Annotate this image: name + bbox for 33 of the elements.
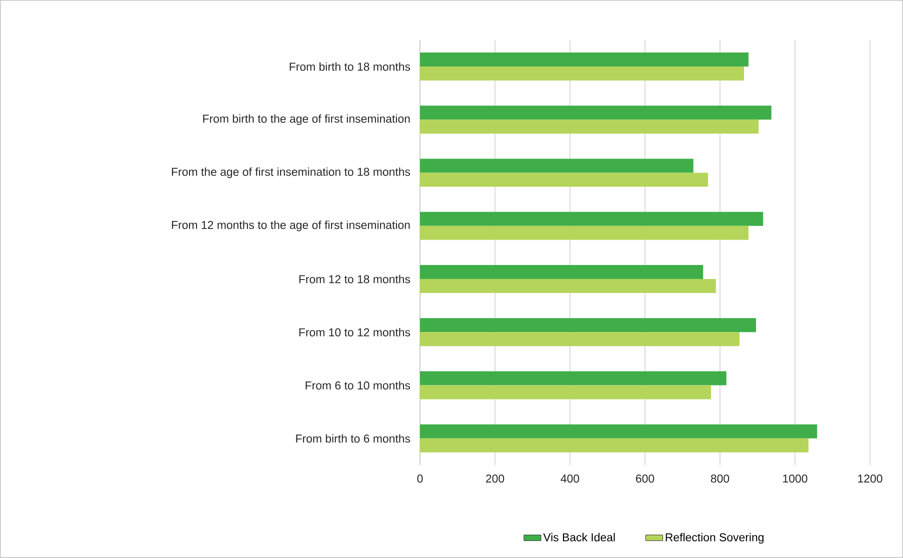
y-tick-label: From 6 to 10 months — [306, 381, 410, 390]
bar — [420, 332, 740, 346]
x-tick-label: 200 — [486, 474, 504, 483]
y-tick-label: From 12 months to the age of first insemination — [172, 220, 410, 232]
x-tick-label: 400 — [560, 474, 580, 483]
y-tick-label: From birth to 6 months — [296, 434, 410, 443]
bar — [420, 226, 749, 240]
x-tick-label: 800 — [710, 474, 730, 483]
bar — [420, 385, 712, 400]
bar — [420, 66, 744, 81]
bar — [420, 318, 756, 332]
bar — [420, 424, 818, 438]
y-tick-label: From birth to 18 months — [290, 62, 410, 71]
bar — [420, 106, 772, 120]
legend-label: Reflection Sovering — [666, 532, 764, 544]
x-tick-label: 1000 — [783, 474, 808, 483]
bar — [420, 279, 716, 294]
bar — [420, 158, 694, 173]
y-tick-label: From birth to the age of first insemination — [203, 114, 410, 126]
bar — [420, 52, 749, 67]
bar — [420, 212, 764, 226]
y-tick-label: From the age of first insemination to 18 months — [172, 167, 410, 178]
x-tick-label: 600 — [636, 474, 654, 483]
bar — [420, 120, 759, 134]
bar — [420, 265, 704, 280]
x-tick-label: 1200 — [858, 474, 882, 483]
y-tick-label: From 12 to 18 months — [299, 274, 410, 284]
bar — [420, 371, 726, 386]
legend-label: Vis Back Ideal — [543, 532, 615, 542]
x-tick-label: 0 — [417, 474, 423, 483]
y-tick-label: From 10 to 12 months — [299, 328, 410, 336]
bar — [420, 172, 708, 187]
bar — [420, 438, 809, 452]
